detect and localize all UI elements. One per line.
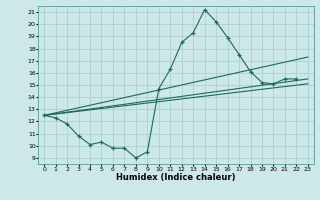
- X-axis label: Humidex (Indice chaleur): Humidex (Indice chaleur): [116, 173, 236, 182]
